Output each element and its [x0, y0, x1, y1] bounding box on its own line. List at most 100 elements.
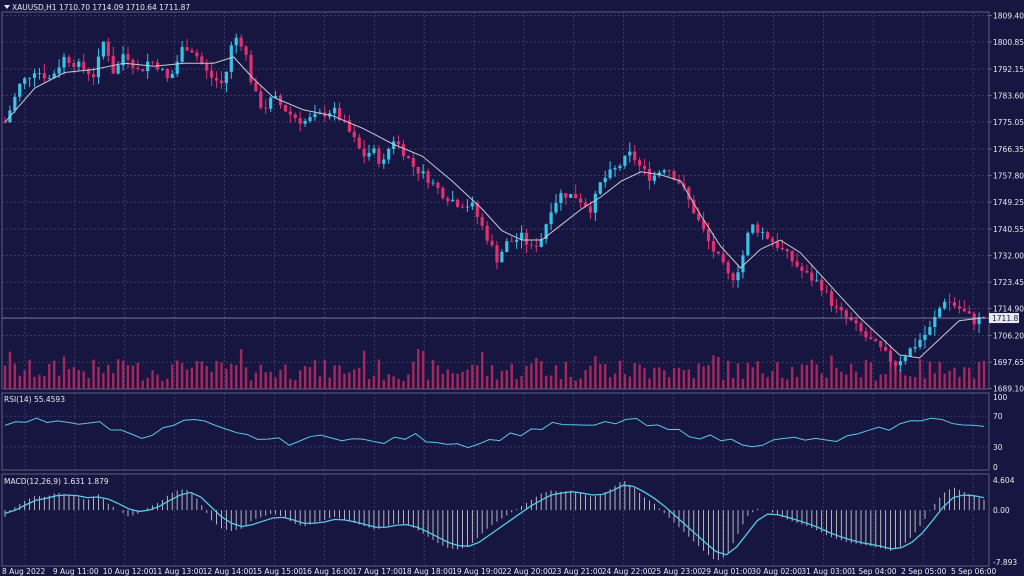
volume-bar: [205, 366, 208, 389]
candle-body: [377, 148, 381, 164]
volume-bar: [633, 363, 636, 389]
candle-body: [210, 70, 214, 78]
time-tick-label: 19 Aug 19:00: [452, 567, 503, 576]
volume-bar: [131, 365, 135, 389]
volume-bar: [687, 369, 691, 389]
volume-bar: [722, 379, 725, 389]
candle-body: [121, 54, 125, 66]
volume-bar: [544, 375, 548, 389]
candle-body: [510, 241, 514, 243]
candle-body: [574, 193, 578, 199]
volume-bar: [446, 369, 449, 389]
time-tick-label: 24 Aug 22:00: [602, 567, 653, 576]
candle-body: [431, 182, 435, 184]
candle-body: [446, 198, 450, 202]
volume-bar: [23, 370, 26, 389]
volume-bar: [82, 371, 85, 389]
volume-bar: [909, 376, 912, 389]
candle-body: [913, 346, 917, 349]
candle-body: [101, 41, 105, 57]
candle-body: [736, 272, 740, 281]
candle-body: [711, 241, 716, 252]
volume-bar: [835, 368, 838, 389]
current-price-label: 1711.87: [989, 313, 1023, 324]
volume-bar: [677, 367, 681, 389]
volume-bar: [97, 366, 100, 389]
candle-body: [18, 83, 22, 97]
candle-body: [382, 159, 386, 164]
volume-bar: [254, 372, 258, 389]
volume-bar: [13, 363, 17, 389]
volume-bar: [623, 374, 627, 389]
candle-body: [165, 68, 169, 79]
volume-bar: [48, 363, 51, 389]
volume-bar: [879, 374, 882, 389]
volume-bar: [702, 366, 705, 389]
time-tick-label: 12 Aug 14:00: [203, 567, 254, 576]
candle-body: [893, 361, 898, 366]
volume-bar: [126, 365, 130, 389]
volume-bar: [166, 378, 169, 389]
time-tick-label: 16 Aug 16:00: [302, 567, 353, 576]
volume-bar: [485, 376, 489, 389]
price-tick-label: 1757.80: [993, 172, 1024, 181]
volume-bar: [830, 355, 833, 389]
time-tick-label: 9 Aug 11:00: [53, 567, 99, 576]
current-price-text: 1711.87: [992, 314, 1023, 323]
candle-body: [27, 77, 32, 79]
price-tick-label: 1809.40: [993, 11, 1024, 20]
volume-bar: [958, 376, 961, 389]
candle-body: [593, 193, 597, 213]
candle-body: [505, 241, 509, 252]
volume-bar: [421, 350, 425, 389]
rsi-tick-label: 100: [993, 393, 1008, 402]
dropdown-triangle-icon[interactable]: [4, 5, 10, 9]
chart-header: XAUUSD,H1 1710.70 1714.09 1710.64 1711.8…: [4, 3, 190, 12]
volume-bar: [171, 364, 174, 389]
chart-header-text: XAUUSD,H1 1710.70 1714.09 1710.64 1711.8…: [12, 3, 190, 12]
candle-body: [741, 255, 745, 273]
volume-bar: [540, 361, 543, 389]
volume-bar: [535, 358, 538, 389]
candle-body: [333, 107, 337, 114]
volume-bar: [52, 360, 56, 389]
candle-body: [524, 232, 529, 245]
volume-bar: [554, 365, 558, 389]
candle-body: [534, 245, 538, 247]
volume-bar: [417, 349, 420, 389]
candle-body: [234, 37, 238, 46]
candle-body: [126, 54, 130, 60]
volume-bar: [599, 363, 602, 389]
volume-bar: [692, 378, 695, 389]
candle-body: [190, 50, 194, 53]
price-tick-label: 1714.90: [993, 305, 1024, 314]
candle-body: [687, 187, 691, 200]
volume-bar: [210, 371, 213, 389]
candle-body: [810, 272, 814, 281]
candle-body: [185, 47, 189, 51]
volume-bar: [358, 367, 361, 389]
candle-body: [618, 165, 622, 169]
volume-bar: [746, 363, 750, 389]
volume-bar: [603, 364, 607, 389]
candle-body: [569, 193, 573, 198]
time-tick-label: 2 Sep 05:00: [901, 567, 947, 576]
price-tick-label: 1749.25: [993, 198, 1024, 207]
price-tick-label: 1800.85: [993, 38, 1024, 47]
candle-body: [859, 323, 863, 332]
volume-bar: [102, 373, 105, 389]
candle-body: [72, 63, 76, 67]
volume-bar: [151, 370, 154, 389]
candle-body: [677, 179, 681, 184]
volume-bar: [397, 378, 400, 389]
candle-body: [259, 91, 263, 108]
candle-body: [652, 175, 656, 181]
candle-body: [362, 148, 366, 157]
candle-body: [436, 182, 440, 189]
volume-bar: [175, 360, 179, 389]
candle-body: [77, 61, 81, 67]
volume-bar: [274, 377, 277, 389]
candle-body: [485, 225, 489, 241]
volume-bar: [899, 369, 902, 389]
